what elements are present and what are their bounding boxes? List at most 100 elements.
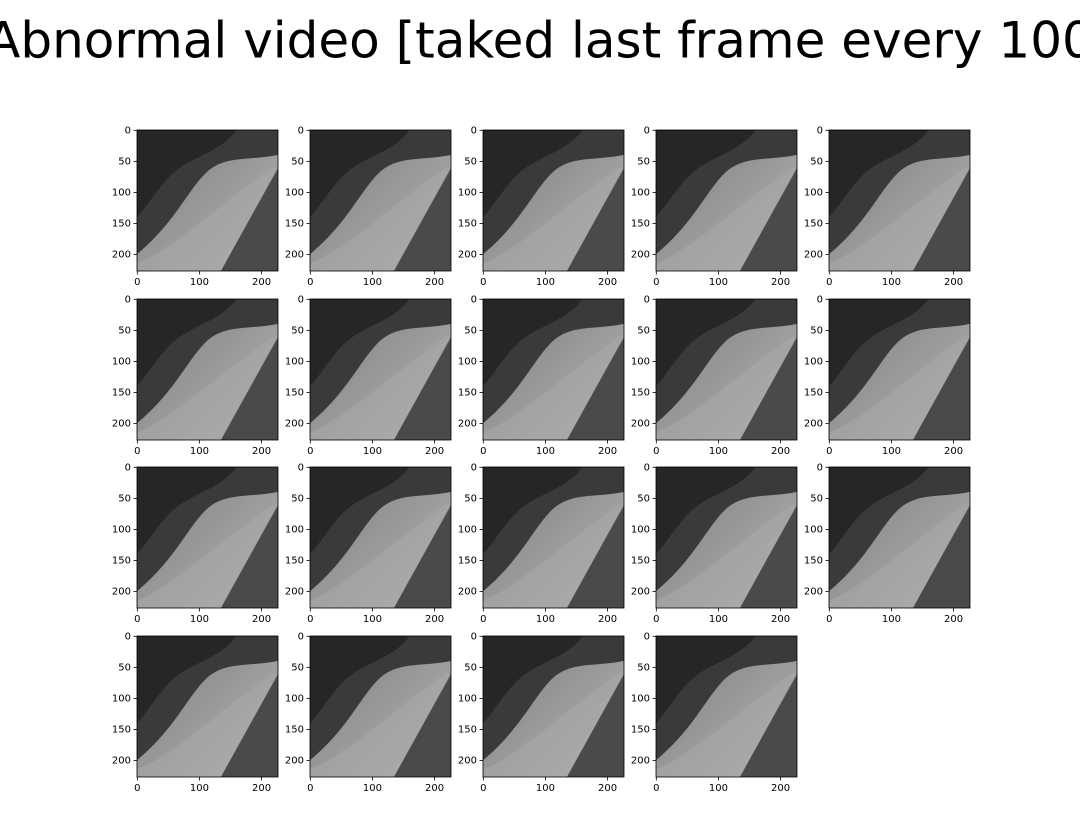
- subplot: 0 100 200 0 50 100 150 200: [458, 294, 625, 457]
- y-tick-label: 50: [118, 662, 131, 673]
- y-tick-label: 50: [464, 493, 477, 504]
- y-tick-label: 0: [125, 631, 131, 642]
- subplot: 0 100 200 0 50 100 150 200: [112, 125, 279, 288]
- subplot: 0 100 200 0 50 100 150 200: [631, 125, 798, 288]
- subplot: 0 100 200 0 50 100 150 200: [804, 125, 971, 288]
- y-tick-label: 100: [458, 524, 477, 535]
- y-tick-label: 100: [458, 187, 477, 198]
- axes-frame: [482, 129, 625, 272]
- y-tick-label: 150: [458, 555, 477, 566]
- x-tick-label: 200: [598, 446, 617, 457]
- y-tick-label: 150: [458, 724, 477, 735]
- video-frame: [483, 130, 624, 271]
- y-tick-label: 100: [631, 524, 650, 535]
- subplot: 0 100 200 0 50 100 150 200: [804, 462, 971, 625]
- x-tick-label: 200: [425, 614, 444, 625]
- y-tick-label: 0: [298, 462, 304, 473]
- subplot: 0 100 200 0 50 100 150 200: [458, 462, 625, 625]
- y-tick-label: 100: [285, 356, 304, 367]
- x-tick-label: 200: [425, 446, 444, 457]
- video-frame: [656, 130, 797, 271]
- video-frame: [656, 299, 797, 440]
- axes-frame: [655, 466, 798, 609]
- y-tick-label: 0: [644, 294, 650, 305]
- y-tick-label: 200: [458, 419, 477, 430]
- x-tick-label: 200: [598, 277, 617, 288]
- x-tick-label: 0: [307, 614, 313, 625]
- y-tick-label: 150: [458, 387, 477, 398]
- x-tick-label: 0: [134, 277, 140, 288]
- y-tick-label: 0: [298, 631, 304, 642]
- x-tick-label: 100: [190, 277, 209, 288]
- x-tick-label: 200: [252, 783, 271, 794]
- y-tick-label: 150: [631, 387, 650, 398]
- subplot: 0 100 200 0 50 100 150 200: [458, 125, 625, 288]
- y-tick-label: 100: [458, 693, 477, 704]
- y-tick-label: 50: [291, 662, 304, 673]
- y-tick-label: 100: [804, 187, 823, 198]
- x-tick-label: 200: [771, 446, 790, 457]
- y-tick-label: 100: [804, 356, 823, 367]
- y-tick-label: 150: [631, 555, 650, 566]
- y-tick-label: 100: [112, 693, 131, 704]
- y-tick-label: 0: [471, 631, 477, 642]
- x-tick-label: 0: [480, 783, 486, 794]
- x-tick-label: 100: [709, 277, 728, 288]
- y-tick-label: 50: [637, 325, 650, 336]
- axes-frame: [309, 635, 452, 778]
- subplot: 0 100 200 0 50 100 150 200: [631, 631, 798, 794]
- y-tick-label: 50: [291, 156, 304, 167]
- y-tick-label: 0: [298, 125, 304, 136]
- subplot: 0 100 200 0 50 100 150 200: [112, 631, 279, 794]
- y-tick-label: 50: [637, 156, 650, 167]
- y-tick-label: 0: [817, 462, 823, 473]
- subplot: 0 100 200 0 50 100 150 200: [631, 462, 798, 625]
- y-tick-label: 50: [291, 493, 304, 504]
- y-tick-label: 200: [631, 419, 650, 430]
- x-tick-label: 0: [134, 783, 140, 794]
- y-tick-label: 0: [125, 294, 131, 305]
- y-tick-label: 200: [112, 250, 131, 261]
- y-tick-label: 100: [285, 524, 304, 535]
- subplot: 0 100 200 0 50 100 150 200: [285, 631, 452, 794]
- x-tick-label: 0: [826, 446, 832, 457]
- y-tick-label: 100: [285, 693, 304, 704]
- y-tick-label: 100: [631, 187, 650, 198]
- subplot: 0 100 200 0 50 100 150 200: [285, 125, 452, 288]
- y-tick-label: 0: [644, 462, 650, 473]
- x-tick-label: 100: [882, 614, 901, 625]
- x-tick-label: 0: [307, 446, 313, 457]
- x-tick-label: 200: [252, 614, 271, 625]
- y-tick-label: 150: [631, 218, 650, 229]
- x-tick-label: 200: [944, 614, 963, 625]
- y-tick-label: 50: [810, 493, 823, 504]
- y-tick-label: 200: [458, 587, 477, 598]
- y-tick-label: 100: [285, 187, 304, 198]
- axes-frame: [136, 466, 279, 609]
- x-tick-label: 0: [653, 783, 659, 794]
- y-tick-label: 0: [471, 125, 477, 136]
- axes-frame: [828, 298, 971, 441]
- axes-frame: [655, 129, 798, 272]
- x-tick-label: 100: [536, 783, 555, 794]
- x-tick-label: 100: [536, 446, 555, 457]
- y-tick-label: 200: [631, 250, 650, 261]
- y-tick-label: 150: [804, 555, 823, 566]
- y-tick-label: 50: [118, 325, 131, 336]
- x-tick-label: 0: [480, 614, 486, 625]
- x-tick-label: 200: [771, 277, 790, 288]
- y-tick-label: 150: [804, 218, 823, 229]
- y-tick-label: 50: [637, 662, 650, 673]
- video-frame: [137, 467, 278, 608]
- y-tick-label: 200: [112, 587, 131, 598]
- y-tick-label: 0: [644, 631, 650, 642]
- axes-frame: [482, 298, 625, 441]
- y-tick-label: 50: [118, 493, 131, 504]
- y-tick-label: 100: [631, 356, 650, 367]
- x-tick-label: 0: [653, 277, 659, 288]
- x-tick-label: 100: [536, 277, 555, 288]
- axes-frame: [828, 129, 971, 272]
- x-tick-label: 0: [307, 277, 313, 288]
- y-tick-label: 200: [458, 250, 477, 261]
- y-tick-label: 200: [285, 756, 304, 767]
